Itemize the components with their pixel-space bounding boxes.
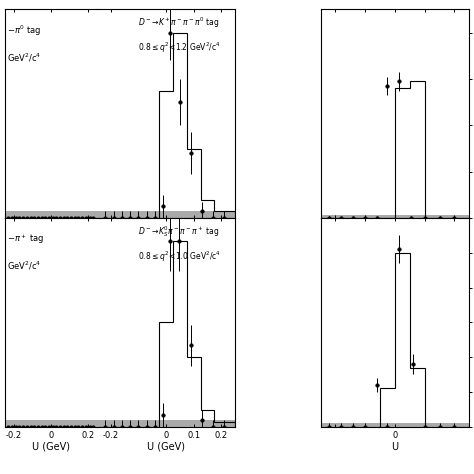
- Text: $0.8\leq q^2\!<\!1.0$ GeV$^2$/c$^4$: $0.8\leq q^2\!<\!1.0$ GeV$^2$/c$^4$: [138, 249, 221, 264]
- Bar: [97, 211, 235, 218]
- X-axis label: U: U: [392, 442, 399, 452]
- Text: $D^-\!\rightarrow\!K^0_S\pi^-\pi^-\pi^+$ tag: $D^-\!\rightarrow\!K^0_S\pi^-\pi^-\pi^+$…: [138, 224, 219, 239]
- Bar: [5, 419, 97, 427]
- Text: $-\pi^+$ tag: $-\pi^+$ tag: [7, 233, 44, 246]
- Text: $D^-\!\rightarrow\!K^+\pi^-\pi^-\pi^0$ tag: $D^-\!\rightarrow\!K^+\pi^-\pi^-\pi^0$ t…: [138, 16, 219, 30]
- Bar: [320, 423, 469, 427]
- Text: GeV$^2$/c$^4$: GeV$^2$/c$^4$: [7, 260, 41, 272]
- Bar: [5, 211, 97, 218]
- Text: $0.8\leq q^2\!<\!1.2$ GeV$^2$/c$^4$: $0.8\leq q^2\!<\!1.2$ GeV$^2$/c$^4$: [138, 41, 221, 55]
- Text: $-\pi^0$ tag: $-\pi^0$ tag: [7, 24, 41, 38]
- Text: GeV$^2$/c$^4$: GeV$^2$/c$^4$: [7, 51, 41, 64]
- X-axis label: U (GeV): U (GeV): [32, 442, 70, 452]
- X-axis label: U (GeV): U (GeV): [147, 442, 185, 452]
- Bar: [320, 215, 469, 218]
- Bar: [97, 419, 235, 427]
